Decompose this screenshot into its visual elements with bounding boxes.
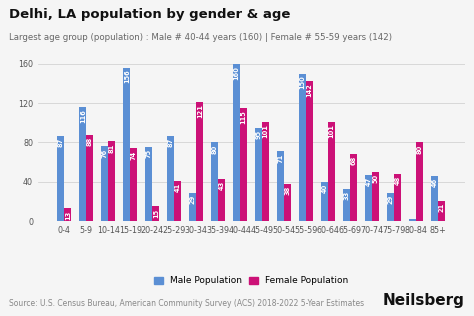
Text: 47: 47 [365, 177, 372, 186]
Text: 150: 150 [300, 76, 306, 89]
Text: Largest age group (population) : Male # 40-44 years (160) | Female # 55-59 years: Largest age group (population) : Male # … [9, 33, 392, 42]
Text: Delhi, LA population by gender & age: Delhi, LA population by gender & age [9, 8, 291, 21]
Text: 87: 87 [58, 137, 64, 147]
Text: 142: 142 [307, 83, 313, 97]
Bar [86, 135, 93, 221]
Text: 101: 101 [328, 124, 335, 138]
Text: 40: 40 [322, 184, 328, 193]
Text: 116: 116 [80, 109, 86, 123]
Bar [189, 193, 196, 221]
Bar [57, 136, 64, 221]
Bar [284, 184, 291, 221]
Text: 160: 160 [234, 66, 240, 80]
Text: 38: 38 [285, 186, 291, 195]
Bar [196, 102, 203, 221]
Bar [350, 154, 357, 221]
Text: Source: U.S. Census Bureau, American Community Survey (ACS) 2018-2022 5-Year Est: Source: U.S. Census Bureau, American Com… [9, 299, 365, 308]
Text: 156: 156 [124, 70, 130, 83]
Bar [167, 136, 174, 221]
Text: 41: 41 [175, 183, 181, 192]
Bar [328, 122, 335, 221]
Text: 71: 71 [278, 153, 283, 162]
Text: 15: 15 [153, 209, 159, 217]
Text: 75: 75 [146, 149, 152, 159]
Bar [240, 108, 247, 221]
Text: 21: 21 [438, 203, 445, 212]
Text: 46: 46 [431, 178, 438, 187]
Bar [387, 193, 394, 221]
Text: 43: 43 [219, 181, 225, 190]
Bar [299, 74, 306, 221]
Text: 33: 33 [344, 191, 350, 200]
Text: 48: 48 [395, 176, 401, 185]
Text: 101: 101 [263, 124, 269, 138]
Bar [372, 172, 379, 221]
Text: 13: 13 [65, 210, 71, 220]
Bar [218, 179, 225, 221]
Bar [123, 68, 130, 221]
Bar [152, 206, 159, 221]
Bar [211, 143, 218, 221]
Text: 29: 29 [388, 195, 393, 204]
Text: 74: 74 [131, 150, 137, 160]
Text: 50: 50 [373, 174, 379, 183]
Text: 76: 76 [102, 149, 108, 158]
Bar [277, 151, 284, 221]
Bar [321, 182, 328, 221]
Bar [416, 143, 423, 221]
Legend: Male Population, Female Population: Male Population, Female Population [150, 273, 352, 289]
Bar [438, 201, 445, 221]
Bar [64, 209, 72, 221]
Bar [431, 176, 438, 221]
Bar [343, 189, 350, 221]
Bar [145, 147, 152, 221]
Bar [306, 82, 313, 221]
Text: Neilsberg: Neilsberg [383, 293, 465, 308]
Bar [262, 122, 269, 221]
Bar [109, 142, 115, 221]
Text: 87: 87 [168, 137, 174, 147]
Text: 121: 121 [197, 104, 203, 118]
Text: 88: 88 [87, 137, 93, 146]
Text: 80: 80 [417, 144, 423, 154]
Text: 81: 81 [109, 143, 115, 153]
Bar [233, 64, 240, 221]
Bar [130, 149, 137, 221]
Bar [79, 107, 86, 221]
Bar [394, 174, 401, 221]
Text: 80: 80 [212, 144, 218, 154]
Text: 95: 95 [255, 130, 262, 139]
Text: 115: 115 [241, 110, 247, 124]
Bar [174, 181, 182, 221]
Text: 68: 68 [351, 156, 356, 166]
Bar [409, 219, 416, 221]
Bar [365, 175, 372, 221]
Bar [255, 128, 262, 221]
Text: 29: 29 [190, 195, 196, 204]
Bar [101, 146, 109, 221]
